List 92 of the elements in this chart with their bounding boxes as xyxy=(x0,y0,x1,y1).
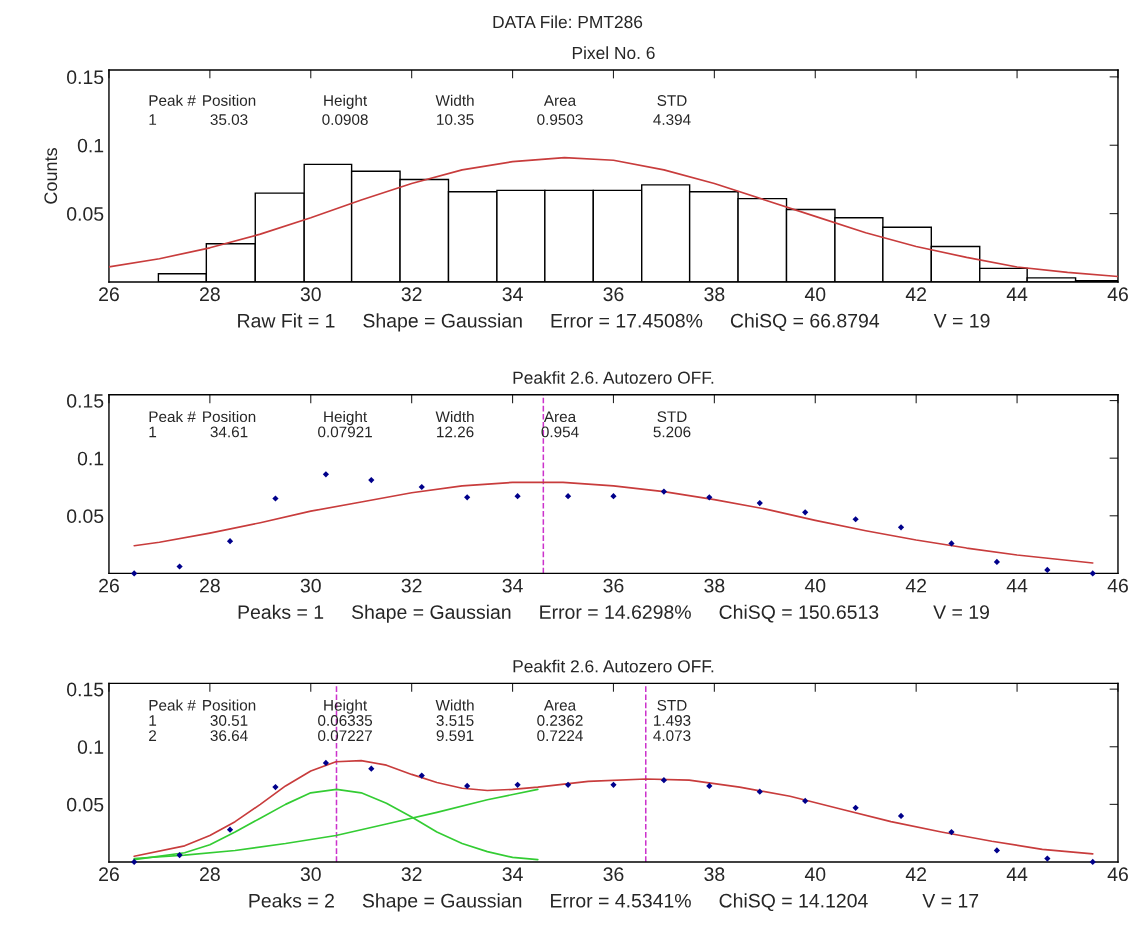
x-tick-label: 46 xyxy=(1107,578,1128,593)
annotation: 0.9503 xyxy=(537,114,583,125)
x-tick-label: 30 xyxy=(300,287,321,302)
x-tick-label: 38 xyxy=(704,287,725,302)
annotation: 0.0908 xyxy=(322,114,368,125)
annotation: Area xyxy=(543,411,577,423)
x-tick-label: 38 xyxy=(704,578,725,593)
annotation: Position xyxy=(203,699,256,711)
x-tick-label: 40 xyxy=(804,578,826,593)
x-tick-label: 44 xyxy=(1006,287,1028,301)
annotation: 1 xyxy=(149,114,157,125)
annotation: Peak # xyxy=(149,699,196,711)
annotation: 5.206 xyxy=(653,426,691,438)
annotation: Width xyxy=(435,94,474,106)
chart-subtitle: Pixel No. 6 xyxy=(572,46,655,60)
x-tick-label: 40 xyxy=(804,867,826,882)
annotation: Peak # xyxy=(149,410,196,423)
annotation: Peak # xyxy=(149,94,196,106)
annotation: 12.26 xyxy=(437,426,474,438)
x-tick-label: 30 xyxy=(300,867,321,882)
x-tick-label: 36 xyxy=(603,578,624,593)
x-tick-label: 40 xyxy=(804,287,826,302)
annotation: 2 xyxy=(149,730,157,741)
x-tick-label: 32 xyxy=(401,867,422,882)
annotation: 9.591 xyxy=(436,730,474,742)
y-axis-title: Counts xyxy=(44,148,58,204)
annotation: 1 xyxy=(149,426,157,438)
annotation: Width xyxy=(435,410,474,423)
annotation: Height xyxy=(324,94,368,109)
x-tick-label: 42 xyxy=(905,287,927,301)
x-tick-label: 28 xyxy=(200,867,220,882)
annotation: STD xyxy=(657,699,687,711)
x-tick-label: 34 xyxy=(502,867,523,882)
x-tick-label: 30 xyxy=(300,578,321,593)
annotation: 30.51 xyxy=(210,715,248,726)
x-tick-label: 34 xyxy=(502,287,523,302)
chart-subtitle: Peakfit 2.6. Autozero OFF. xyxy=(513,659,714,673)
y-tick-label: 0.05 xyxy=(67,207,104,221)
annotation: 4.073 xyxy=(653,730,691,742)
x-tick-label: 28 xyxy=(200,578,220,593)
annotation: 0.954 xyxy=(541,426,579,438)
chart-subtitle: Peakfit 2.6. Autozero OFF. xyxy=(513,371,714,384)
annotation: 35.03 xyxy=(210,114,248,125)
annotation: 0.7224 xyxy=(537,730,583,742)
x-tick-label: 36 xyxy=(603,287,624,302)
annotation: 10.35 xyxy=(437,114,474,125)
annotation: Position xyxy=(203,94,256,106)
x-tick-label: 28 xyxy=(200,287,220,302)
y-tick-label: 0.15 xyxy=(67,70,104,85)
x-tick-label: 34 xyxy=(502,578,523,593)
y-tick-label: 0.1 xyxy=(77,451,104,466)
x-tick-label: 46 xyxy=(1107,867,1128,882)
x-tick-label: 32 xyxy=(401,287,422,302)
y-tick-label: 0.05 xyxy=(67,509,104,524)
x-tick-label: 42 xyxy=(905,867,927,881)
x-tick-label: 32 xyxy=(401,578,422,593)
y-tick-label: 0.1 xyxy=(77,138,104,153)
x-tick-label: 26 xyxy=(99,287,119,302)
annotation: 0.2362 xyxy=(537,715,583,726)
x-tick-label: 44 xyxy=(1006,578,1028,593)
y-tick-label: 0.05 xyxy=(67,797,104,812)
x-tick-label: 44 xyxy=(1006,867,1028,881)
annotation: Height xyxy=(324,699,368,714)
annotation: STD xyxy=(657,411,687,423)
x-axis-title: Peaks = 1 Shape = Gaussian Error = 14.6298% ChiSQ = 150.6513 V = 19 xyxy=(238,604,989,623)
annotation: 36.64 xyxy=(210,730,248,742)
annotation: 1.493 xyxy=(654,715,691,726)
annotation: 0.07921 xyxy=(318,426,372,438)
y-tick-label: 0.1 xyxy=(77,740,104,754)
y-tick-label: 0.15 xyxy=(67,394,104,408)
annotation: 0.07227 xyxy=(318,730,372,742)
x-axis-title: Peaks = 2 Shape = Gaussian Error = 4.5341% ChiSQ = 14.1204 V = 17 xyxy=(249,893,979,912)
x-tick-label: 26 xyxy=(99,867,119,882)
y-tick-label: 0.15 xyxy=(67,682,104,697)
x-tick-label: 38 xyxy=(704,867,725,882)
annotation: 34.61 xyxy=(210,426,248,438)
x-tick-label: 42 xyxy=(905,578,927,593)
x-axis-title: Raw Fit = 1 Shape = Gaussian Error = 17.4508% ChiSQ = 66.8794 V = 19 xyxy=(238,313,990,332)
annotation: Height xyxy=(324,410,368,426)
x-tick-label: 26 xyxy=(99,578,119,593)
annotation: Position xyxy=(203,410,256,423)
annotation: 1 xyxy=(149,715,157,726)
annotation: 4.394 xyxy=(653,114,691,125)
annotation: Width xyxy=(435,699,474,711)
annotation: 3.515 xyxy=(436,715,474,726)
x-tick-label: 36 xyxy=(603,867,624,882)
annotation: 0.06335 xyxy=(318,715,373,726)
annotation: Area xyxy=(543,95,577,106)
chart-title: DATA File: PMT286 xyxy=(493,15,643,29)
annotation: STD xyxy=(657,95,687,106)
annotation: Area xyxy=(543,700,577,711)
x-tick-label: 46 xyxy=(1107,287,1128,302)
